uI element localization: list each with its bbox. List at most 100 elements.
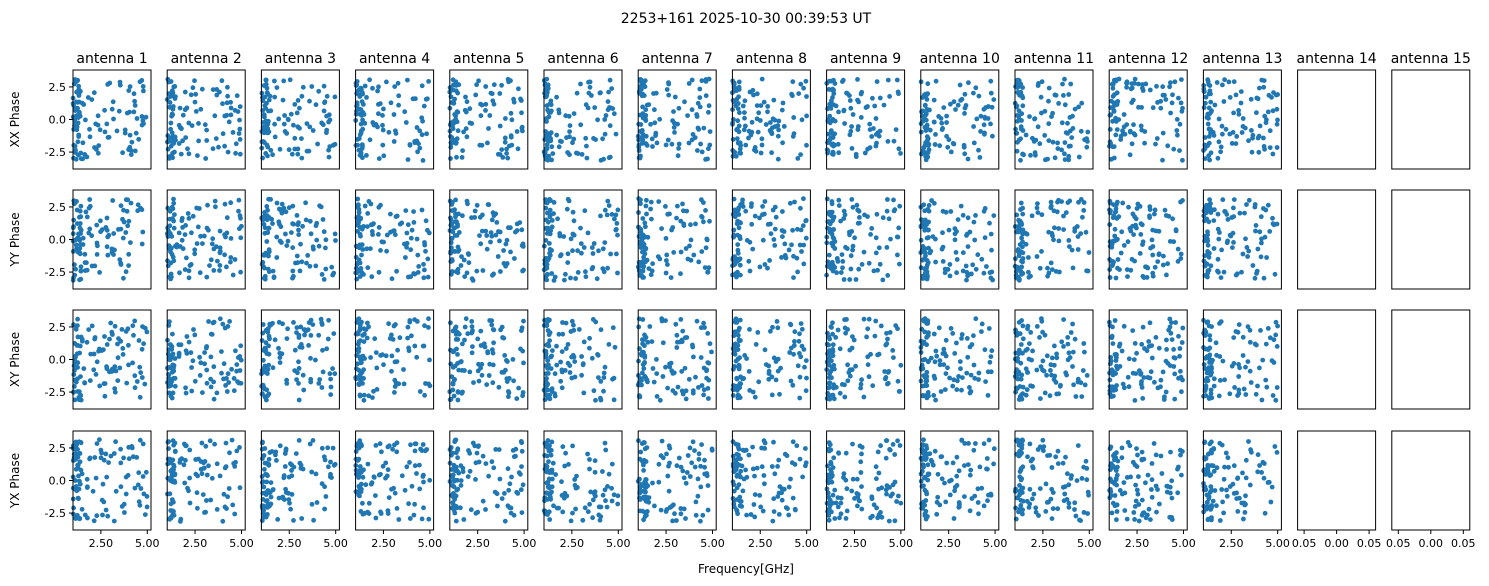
- data-point: [384, 232, 390, 238]
- data-point: [170, 457, 176, 463]
- data-point: [610, 376, 615, 382]
- data-point: [939, 127, 945, 132]
- data-point: [208, 497, 214, 503]
- data-point: [1016, 137, 1022, 143]
- data-point: [549, 157, 554, 163]
- data-point: [798, 227, 804, 233]
- data-point: [650, 261, 655, 267]
- data-point: [460, 341, 465, 347]
- data-point: [960, 212, 966, 218]
- data-point: [660, 374, 666, 379]
- data-point: [737, 262, 743, 268]
- data-point: [414, 236, 420, 242]
- data-point: [143, 469, 149, 475]
- data-point: [393, 128, 398, 134]
- data-point: [264, 327, 270, 333]
- data-point: [1061, 213, 1066, 219]
- data-point: [170, 362, 176, 368]
- data-point: [840, 77, 846, 83]
- data-point: [137, 364, 143, 370]
- data-point: [122, 127, 128, 133]
- data-point: [165, 205, 171, 211]
- data-point: [983, 379, 988, 384]
- data-point: [735, 242, 741, 248]
- data-point: [586, 79, 591, 85]
- data-point: [976, 377, 981, 382]
- data-point: [426, 325, 431, 330]
- data-point: [491, 327, 497, 333]
- data-point: [130, 323, 136, 329]
- data-point: [407, 460, 412, 465]
- data-point: [237, 126, 243, 132]
- data-point: [488, 230, 494, 236]
- data-point: [1147, 320, 1153, 326]
- data-point: [1018, 81, 1024, 87]
- data-point: [169, 234, 175, 239]
- panel-frame: [920, 69, 1000, 170]
- data-point: [985, 369, 991, 375]
- data-point: [876, 245, 882, 251]
- data-point: [357, 325, 363, 331]
- scatter-points: [824, 316, 904, 402]
- data-point: [636, 134, 642, 140]
- data-point: [944, 120, 949, 125]
- data-point: [216, 144, 221, 150]
- data-point: [490, 272, 495, 278]
- data-point: [703, 93, 709, 99]
- data-point: [296, 220, 301, 226]
- data-point: [396, 93, 402, 99]
- data-point: [421, 103, 427, 109]
- data-point: [96, 143, 102, 149]
- data-point: [204, 380, 210, 386]
- data-point: [682, 99, 687, 105]
- data-point: [463, 316, 469, 322]
- data-point: [897, 261, 902, 267]
- panel-frame: [1391, 309, 1471, 410]
- data-point: [1121, 243, 1127, 248]
- data-point: [611, 397, 617, 403]
- data-point: [126, 88, 132, 93]
- data-point: [464, 270, 470, 276]
- data-point: [1016, 108, 1022, 114]
- data-point: [1253, 223, 1259, 228]
- data-point: [451, 100, 456, 105]
- data-point: [640, 137, 646, 143]
- data-point: [685, 113, 690, 118]
- data-point: [210, 320, 216, 326]
- data-point: [962, 151, 968, 157]
- data-point: [519, 110, 524, 116]
- data-point: [78, 268, 84, 274]
- data-point: [1083, 229, 1089, 235]
- data-point: [989, 348, 995, 354]
- data-point: [464, 99, 470, 105]
- data-point: [1203, 94, 1208, 100]
- data-point: [366, 199, 372, 204]
- data-point: [412, 463, 418, 469]
- data-point: [595, 117, 600, 123]
- data-point: [768, 328, 773, 334]
- data-point: [1147, 87, 1153, 93]
- data-point: [554, 132, 560, 138]
- data-point: [484, 246, 490, 252]
- data-point: [471, 380, 476, 385]
- data-point: [277, 350, 283, 356]
- data-point: [613, 131, 619, 137]
- data-point: [925, 150, 931, 155]
- data-point: [1177, 148, 1182, 154]
- data-point: [931, 331, 937, 337]
- data-point: [649, 216, 654, 222]
- data-point: [111, 518, 117, 524]
- data-point: [988, 231, 994, 237]
- data-point: [458, 483, 464, 488]
- data-point: [754, 103, 760, 108]
- data-point: [228, 255, 234, 260]
- data-point: [545, 219, 551, 225]
- data-point: [119, 327, 125, 332]
- data-point: [381, 153, 387, 159]
- data-point: [1137, 368, 1142, 374]
- data-point: [272, 78, 277, 84]
- data-point: [981, 208, 987, 214]
- data-point: [497, 91, 503, 96]
- data-point: [420, 442, 426, 447]
- data-point: [898, 151, 903, 156]
